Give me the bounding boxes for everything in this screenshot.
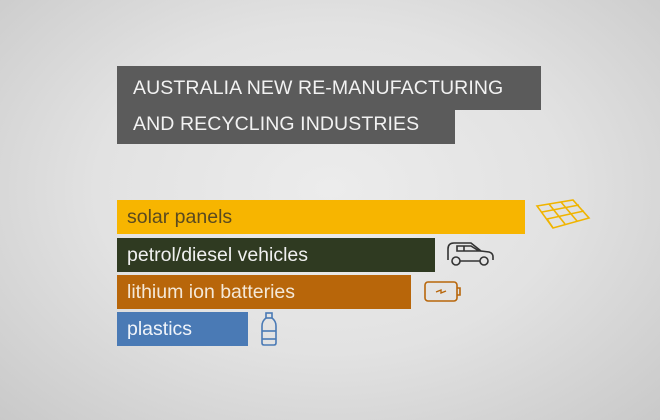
- bar-solar-panels: solar panels: [117, 200, 525, 234]
- title-line-1: AUSTRALIA NEW RE-MANUFACTURING: [117, 66, 541, 110]
- bar-petrol-diesel-vehicles: petrol/diesel vehicles: [117, 238, 436, 272]
- bar-label: plastics: [127, 317, 193, 340]
- bar-lithium-ion-batteries: lithium ion batteries: [117, 275, 411, 309]
- bar-plastics: plastics: [117, 312, 248, 346]
- car-icon: [447, 242, 495, 266]
- bar-label: lithium ion batteries: [127, 280, 295, 303]
- bar-label: solar panels: [127, 205, 233, 228]
- bottle-icon: [260, 312, 277, 346]
- title-line-2: AND RECYCLING INDUSTRIES: [117, 110, 455, 144]
- battery-icon: [423, 281, 461, 302]
- bar-label: petrol/diesel vehicles: [127, 243, 309, 266]
- solar-panel-icon: [535, 199, 591, 229]
